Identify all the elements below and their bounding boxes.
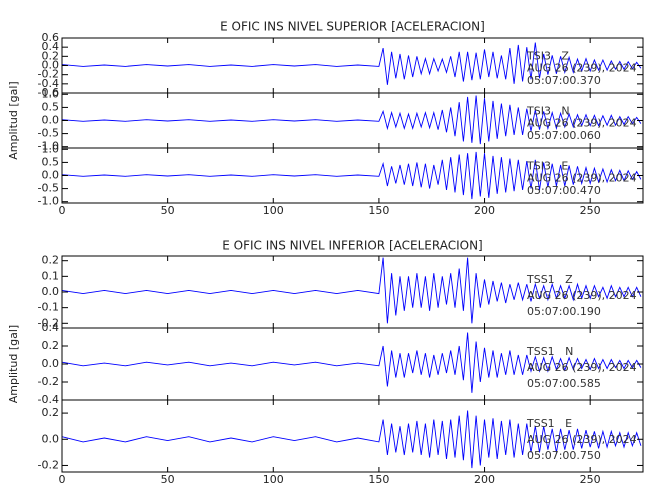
y-tick-label: -0.6	[38, 86, 59, 99]
date-label: AUG 26 (239), 2024	[527, 117, 637, 130]
station-label: TSI3 N	[526, 104, 570, 117]
x-tick-label: 0	[59, 473, 66, 486]
waveform	[61, 332, 642, 393]
y-tick-label: -0.2	[38, 375, 59, 388]
x-tick-label: 250	[580, 473, 601, 486]
time-label: 05:07:00.750	[527, 449, 601, 462]
waveform	[61, 95, 642, 145]
chart-title: E OFIC INS NIVEL SUPERIOR [ACELERACION]	[220, 20, 485, 34]
x-tick-label: 250	[580, 204, 601, 217]
station-label: TSI3 Z	[526, 49, 569, 62]
y-tick-label: 0.6	[42, 31, 60, 44]
waveform	[61, 151, 642, 200]
date-label: AUG 26 (239), 2024	[527, 433, 637, 446]
x-tick-label: 200	[474, 473, 495, 486]
y-tick-label: -0.1	[38, 301, 59, 314]
time-label: 05:07:00.370	[527, 74, 601, 87]
station-label: TSS1 Z	[526, 273, 573, 286]
y-axis-label: Amplitud [gal]	[7, 325, 20, 403]
y-tick-label: -0.2	[38, 68, 59, 81]
y-tick-label: 0.4	[42, 40, 60, 53]
date-label: AUG 26 (239), 2024	[527, 289, 637, 302]
y-tick-label: -1.0	[38, 195, 59, 208]
x-tick-label: 150	[368, 204, 389, 217]
x-tick-label: 150	[368, 473, 389, 486]
y-tick-label: 0.0	[42, 114, 60, 127]
waveform	[61, 42, 642, 85]
y-tick-label: 0.5	[42, 155, 60, 168]
y-tick-label: 0.1	[42, 269, 60, 282]
y-tick-label: -0.5	[38, 182, 59, 195]
y-tick-label: -0.2	[38, 316, 59, 329]
x-tick-label: 50	[161, 204, 175, 217]
y-tick-label: 0.5	[42, 100, 60, 113]
y-tick-label: 1.0	[42, 142, 60, 155]
y-tick-label: -1.0	[38, 140, 59, 153]
x-tick-label: 100	[263, 204, 284, 217]
time-label: 05:07:00.585	[527, 377, 601, 390]
y-tick-label: 0.0	[42, 59, 60, 72]
waveform	[61, 410, 642, 469]
y-tick-label: 0.0	[42, 432, 60, 445]
panel-frame	[61, 399, 644, 473]
date-label: AUG 26 (239), 2024	[527, 172, 637, 185]
y-axis-label: Amplitud [gal]	[7, 81, 20, 159]
station-label: TSS1 N	[526, 345, 573, 358]
x-tick-label: 0	[59, 204, 66, 217]
station-label: TSS1 E	[526, 417, 572, 430]
time-label: 05:07:00.060	[527, 129, 601, 142]
y-tick-label: -0.4	[38, 393, 59, 406]
y-tick-label: 0.2	[42, 49, 60, 62]
y-tick-label: 0.2	[42, 254, 60, 267]
y-tick-label: -0.4	[38, 77, 59, 90]
time-label: 05:07:00.470	[527, 184, 601, 197]
date-label: AUG 26 (239), 2024	[527, 62, 637, 75]
x-tick-label: 100	[263, 473, 284, 486]
time-label: 05:07:00.190	[527, 305, 601, 318]
chart-title: E OFIC INS NIVEL INFERIOR [ACELERACION]	[222, 239, 482, 253]
y-tick-label: 1.0	[42, 87, 60, 100]
date-label: AUG 26 (239), 2024	[527, 361, 637, 374]
y-tick-label: -0.5	[38, 127, 59, 140]
y-tick-label: 0.0	[42, 285, 60, 298]
waveform	[61, 257, 642, 324]
y-tick-label: 0.0	[42, 169, 60, 182]
x-tick-label: 50	[161, 473, 175, 486]
y-tick-label: 0.2	[42, 406, 60, 419]
y-tick-label: 0.0	[42, 357, 60, 370]
y-tick-label: 0.4	[42, 321, 60, 334]
station-label: TSI3 E	[526, 159, 568, 172]
x-tick-label: 200	[474, 204, 495, 217]
y-tick-label: 0.2	[42, 339, 60, 352]
y-tick-label: -0.2	[38, 458, 59, 471]
